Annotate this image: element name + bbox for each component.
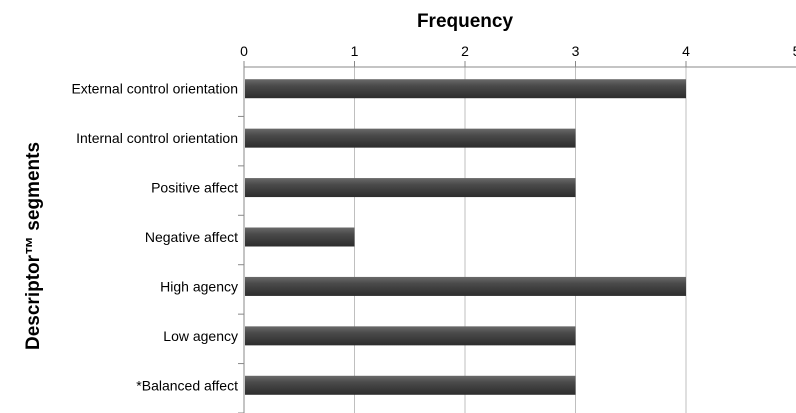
x-axis-title: Frequency [417,11,514,32]
category-label: Internal control orientation [76,130,238,146]
bar [245,276,686,296]
category-label: External control orientation [71,81,238,97]
x-tick-label: 2 [461,43,469,59]
bar [245,375,576,395]
bars [245,79,686,395]
bar [245,326,576,346]
x-tick-label: 5 [793,43,796,59]
bar [245,79,686,99]
gridlines [354,67,687,413]
x-tick-label: 3 [572,43,580,59]
x-axis-ticks: 0 1 2 3 4 5 [240,43,796,413]
x-tick-label: 0 [240,43,248,59]
category-label: Low agency [163,328,238,344]
bar [245,227,355,247]
category-label: High agency [160,278,238,294]
category-label: Negative affect [145,229,238,245]
bar [245,178,576,198]
category-label: Positive affect [151,180,238,196]
category-labels: External control orientation Internal con… [71,81,244,413]
x-tick-label: 4 [682,43,690,59]
y-axis-title: Descriptor™ segments [23,142,44,350]
category-label: *Balanced affect [136,377,238,393]
bar [245,128,576,148]
x-tick-label: 1 [351,43,359,59]
